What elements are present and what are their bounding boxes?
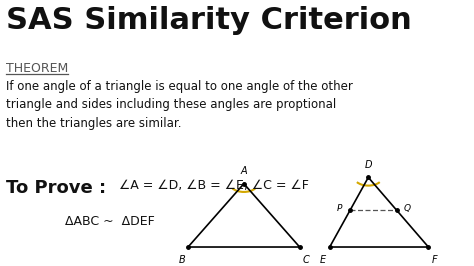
Text: P: P: [337, 204, 342, 213]
Text: F: F: [432, 255, 438, 265]
Text: Q: Q: [404, 204, 411, 213]
Text: A: A: [240, 166, 247, 176]
Text: ∠A = ∠D, ∠B = ∠E, ∠C = ∠F: ∠A = ∠D, ∠B = ∠E, ∠C = ∠F: [119, 179, 309, 192]
Text: E: E: [320, 255, 326, 265]
Text: To Prove :: To Prove :: [6, 179, 112, 197]
Text: If one angle of a triangle is equal to one angle of the other
triangle and sides: If one angle of a triangle is equal to o…: [6, 80, 353, 130]
Text: SAS Similarity Criterion: SAS Similarity Criterion: [6, 6, 411, 35]
Text: ΔABC ~  ΔDEF: ΔABC ~ ΔDEF: [65, 215, 155, 228]
Text: C: C: [303, 255, 310, 265]
Text: D: D: [365, 160, 372, 170]
Text: THEOREM: THEOREM: [6, 62, 68, 75]
Text: B: B: [178, 255, 185, 265]
